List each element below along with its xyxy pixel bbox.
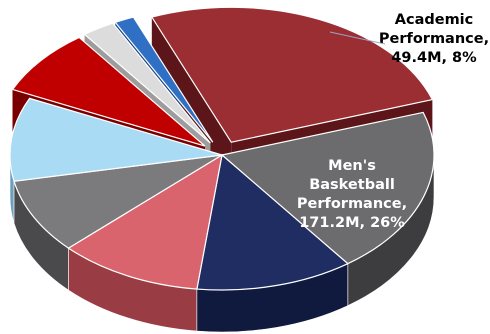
pie-slice	[83, 22, 211, 144]
pie-slice-academic-performance	[11, 36, 206, 147]
pie-slice	[220, 111, 435, 265]
pie-slice-cut-face	[151, 17, 232, 185]
pie-slice-men-s-basketball-performance	[150, 6, 434, 143]
pie-slice	[196, 153, 349, 291]
pie-slice	[114, 16, 214, 143]
data-label-academic-performance: Academic Performance, 49.4M, 8%	[379, 12, 489, 66]
data-label-men-s-basketball-performance: Men's Basketball Performance, 171.2M, 26%	[297, 158, 407, 231]
pie-slice	[13, 154, 223, 249]
pie-slice	[9, 97, 223, 182]
pie-tops	[9, 6, 435, 291]
leader-line	[329, 31, 386, 45]
pie-slice	[67, 153, 223, 290]
